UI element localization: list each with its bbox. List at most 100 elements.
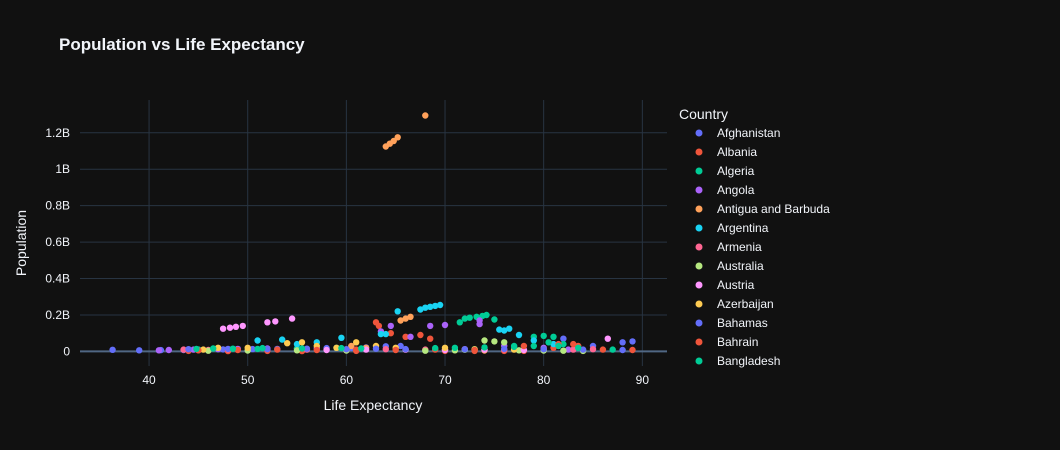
- data-point[interactable]: [234, 346, 241, 354]
- data-point[interactable]: [589, 346, 597, 353]
- data-point[interactable]: [550, 340, 557, 348]
- data-point[interactable]: [249, 345, 256, 353]
- data-point[interactable]: [575, 344, 582, 351]
- data-point[interactable]: [417, 331, 424, 339]
- data-point[interactable]: [165, 346, 172, 354]
- data-point[interactable]: [338, 344, 345, 352]
- data-point[interactable]: [565, 346, 572, 353]
- data-point[interactable]: [264, 345, 271, 353]
- data-point[interactable]: [609, 346, 616, 353]
- data-point[interactable]: [254, 337, 261, 344]
- data-point[interactable]: [397, 342, 404, 350]
- data-point[interactable]: [254, 345, 261, 353]
- legend-item[interactable]: Afghanistan: [695, 126, 781, 140]
- data-point[interactable]: [387, 322, 394, 330]
- data-point[interactable]: [520, 342, 528, 350]
- legend-item[interactable]: Armenia: [695, 240, 763, 254]
- data-point[interactable]: [422, 112, 429, 119]
- data-point[interactable]: [229, 345, 237, 352]
- data-point[interactable]: [377, 330, 385, 338]
- data-point[interactable]: [402, 333, 409, 340]
- data-point[interactable]: [579, 346, 587, 353]
- legend-item[interactable]: Bahrain: [695, 335, 759, 349]
- data-point[interactable]: [540, 346, 547, 353]
- data-point[interactable]: [205, 347, 212, 354]
- data-point[interactable]: [313, 346, 320, 354]
- data-point[interactable]: [303, 345, 311, 352]
- data-point[interactable]: [451, 344, 459, 351]
- data-point[interactable]: [550, 333, 557, 340]
- data-point[interactable]: [560, 347, 567, 354]
- data-point[interactable]: [353, 346, 360, 353]
- data-point[interactable]: [456, 319, 463, 326]
- data-point[interactable]: [540, 332, 547, 340]
- data-point[interactable]: [375, 322, 383, 330]
- data-point[interactable]: [402, 315, 409, 322]
- data-point[interactable]: [530, 342, 537, 350]
- data-point[interactable]: [362, 346, 370, 353]
- data-point[interactable]: [436, 301, 444, 309]
- data-point[interactable]: [481, 337, 488, 344]
- data-point[interactable]: [422, 347, 429, 354]
- data-point[interactable]: [496, 326, 503, 333]
- data-point[interactable]: [427, 322, 434, 330]
- data-point[interactable]: [219, 346, 227, 353]
- data-point[interactable]: [402, 345, 409, 353]
- data-point[interactable]: [599, 346, 607, 353]
- data-point[interactable]: [392, 346, 399, 354]
- data-point[interactable]: [397, 317, 404, 324]
- data-point[interactable]: [555, 342, 562, 350]
- data-point[interactable]: [210, 345, 217, 352]
- data-point[interactable]: [461, 315, 468, 322]
- data-point[interactable]: [476, 317, 483, 324]
- data-point[interactable]: [427, 335, 434, 342]
- data-point[interactable]: [394, 308, 401, 315]
- data-point[interactable]: [348, 342, 355, 350]
- data-point[interactable]: [441, 321, 449, 329]
- data-point[interactable]: [629, 338, 636, 345]
- data-point[interactable]: [180, 346, 187, 353]
- data-point[interactable]: [560, 340, 567, 348]
- data-point[interactable]: [407, 333, 414, 340]
- data-point[interactable]: [224, 345, 232, 353]
- data-point[interactable]: [226, 324, 234, 331]
- legend-item[interactable]: Azerbaijan: [695, 297, 774, 311]
- data-point[interactable]: [441, 344, 449, 351]
- data-point[interactable]: [136, 347, 143, 354]
- data-point[interactable]: [629, 346, 636, 354]
- data-point[interactable]: [619, 339, 626, 346]
- data-point[interactable]: [279, 336, 286, 343]
- data-point[interactable]: [466, 314, 473, 321]
- data-point[interactable]: [358, 345, 365, 352]
- data-point[interactable]: [510, 343, 518, 351]
- data-point[interactable]: [298, 339, 306, 346]
- legend-item[interactable]: Argentina: [695, 221, 769, 235]
- data-point[interactable]: [560, 335, 567, 342]
- data-point[interactable]: [353, 339, 360, 346]
- data-point[interactable]: [501, 327, 508, 334]
- data-point[interactable]: [491, 316, 498, 323]
- data-point[interactable]: [239, 322, 246, 330]
- data-point[interactable]: [259, 344, 266, 352]
- data-point[interactable]: [501, 345, 508, 353]
- data-point[interactable]: [214, 344, 222, 351]
- data-point[interactable]: [232, 323, 240, 330]
- data-point[interactable]: [604, 335, 611, 342]
- data-point[interactable]: [619, 346, 626, 354]
- data-point[interactable]: [427, 303, 434, 310]
- data-point[interactable]: [483, 311, 490, 319]
- data-point[interactable]: [338, 334, 345, 341]
- data-point[interactable]: [382, 330, 389, 338]
- data-point[interactable]: [417, 306, 424, 313]
- data-point[interactable]: [298, 345, 306, 352]
- data-point[interactable]: [407, 313, 414, 320]
- data-point[interactable]: [432, 344, 439, 352]
- data-point[interactable]: [432, 302, 439, 310]
- data-point[interactable]: [506, 325, 513, 332]
- data-point[interactable]: [545, 339, 552, 346]
- data-point[interactable]: [382, 346, 389, 353]
- data-point[interactable]: [185, 346, 192, 353]
- data-point[interactable]: [481, 344, 488, 351]
- data-point[interactable]: [244, 344, 251, 351]
- data-point[interactable]: [109, 346, 116, 353]
